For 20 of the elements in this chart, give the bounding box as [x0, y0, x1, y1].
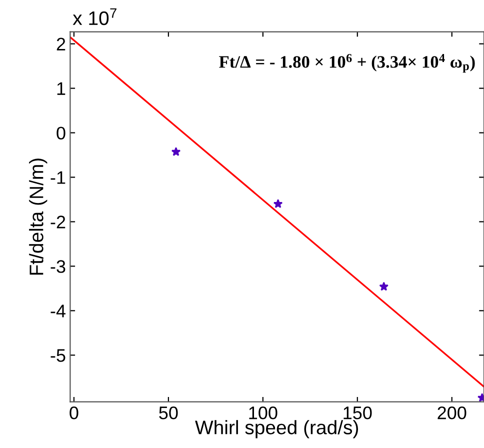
y-tick-label: -3: [50, 260, 66, 273]
x-tick-label: 50: [159, 406, 178, 420]
x-tick-label: 0: [70, 406, 78, 420]
x-tick-label: 100: [249, 406, 278, 420]
y-tick-label: 0: [56, 126, 66, 140]
x-tick-label: 200: [438, 406, 466, 420]
y-axis-title: Ft/delta (N/m): [29, 158, 48, 275]
x-tick-label: 150: [344, 406, 372, 420]
point: [379, 282, 389, 291]
annotation: Ft/Δ = - 1.80 × 10$^{6}$ + (3.34× 10$^{4}$ ω$_{p}$): [219, 54, 475, 73]
text: x 10$^{7}$: [72, 8, 116, 26]
y-tick-label: -2: [50, 216, 66, 228]
point: [273, 199, 283, 208]
x-axis-title: Whirl speed (rad/s): [195, 420, 358, 438]
y-tick-label: -1: [50, 171, 66, 184]
y-tick-label: 1: [57, 82, 66, 95]
y-tick-label: -5: [50, 349, 66, 362]
y-tick-label: 2: [56, 38, 66, 50]
y-tick-label: -4: [50, 304, 66, 318]
point: [171, 147, 181, 156]
